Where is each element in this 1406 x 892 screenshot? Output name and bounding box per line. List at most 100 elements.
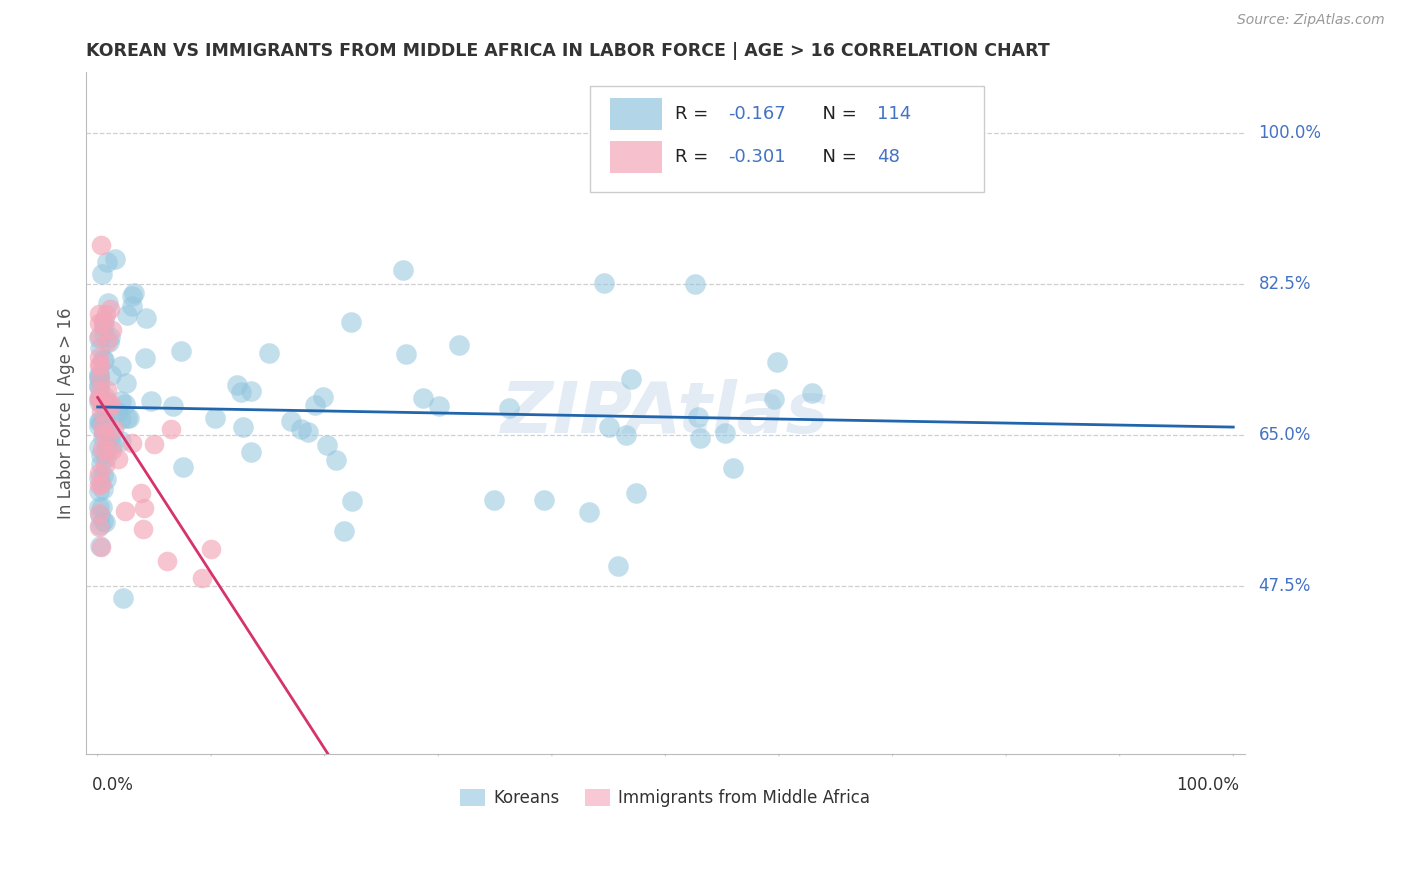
Point (91, 352, 114, 367)
Point (686, 409, 709, 424)
Point (118, 410, 141, 425)
Point (98, 330, 121, 344)
Point (239, 445, 262, 459)
Point (801, 385, 824, 400)
Text: -0.167: -0.167 (728, 105, 786, 123)
Point (98, 430, 121, 444)
Point (172, 460, 194, 475)
Point (100, 322, 122, 336)
Point (90, 477, 112, 491)
Point (449, 338, 471, 352)
FancyBboxPatch shape (610, 97, 662, 130)
Point (87, 418, 110, 433)
Text: 65.0%: 65.0% (1258, 425, 1310, 444)
Point (226, 377, 249, 392)
Point (89, 368, 111, 383)
Point (606, 559, 628, 574)
Point (498, 401, 520, 416)
Point (87, 368, 110, 382)
Point (766, 355, 789, 369)
Text: N =: N = (811, 148, 863, 166)
Point (87, 308, 110, 322)
Point (257, 345, 280, 359)
Point (104, 252, 127, 266)
Point (169, 343, 191, 358)
Point (93, 319, 115, 334)
Point (685, 277, 707, 292)
Point (98, 405, 121, 419)
Point (93, 468, 115, 483)
Point (103, 422, 125, 436)
Point (395, 347, 418, 361)
Point (325, 453, 347, 467)
Point (93, 482, 115, 496)
Point (87, 394, 110, 409)
Point (115, 308, 138, 322)
Point (229, 385, 252, 400)
Point (312, 391, 335, 405)
Point (87, 372, 110, 386)
Point (619, 371, 641, 385)
Point (87, 331, 110, 345)
Point (98, 401, 121, 415)
Point (204, 410, 226, 425)
Point (297, 425, 319, 439)
FancyBboxPatch shape (610, 141, 662, 173)
Point (134, 351, 156, 365)
Text: R =: R = (675, 105, 714, 123)
Point (90, 404, 112, 418)
Point (89, 392, 111, 406)
Text: KOREAN VS IMMIGRANTS FROM MIDDLE AFRICA IN LABOR FORCE | AGE > 16 CORRELATION CH: KOREAN VS IMMIGRANTS FROM MIDDLE AFRICA … (86, 42, 1050, 60)
Point (89, 392, 111, 406)
Point (156, 554, 179, 568)
Point (87, 506, 110, 520)
Point (87, 414, 110, 428)
Point (89, 371, 111, 385)
Point (94, 442, 117, 457)
Point (90, 395, 112, 409)
Point (96, 394, 118, 409)
Text: 0.0%: 0.0% (91, 776, 134, 794)
Point (191, 571, 214, 585)
Point (94, 414, 117, 428)
Point (115, 411, 138, 425)
Point (339, 315, 361, 329)
Point (89, 518, 111, 533)
Point (763, 392, 786, 406)
Point (121, 288, 143, 302)
Point (304, 399, 326, 413)
Point (90, 457, 112, 471)
Point (91, 500, 114, 514)
Point (89, 391, 111, 405)
Text: N =: N = (811, 105, 863, 123)
Point (87, 392, 110, 406)
Point (87, 350, 110, 364)
Point (87, 466, 110, 480)
Point (96, 255, 118, 269)
Point (94, 450, 117, 464)
Point (90, 238, 112, 252)
Point (101, 442, 124, 457)
Point (96, 472, 118, 486)
Point (87, 377, 110, 392)
Point (598, 420, 620, 434)
Text: -0.301: -0.301 (728, 148, 786, 166)
Point (626, 485, 648, 500)
Point (90, 448, 112, 462)
Point (96, 442, 118, 456)
Legend: Koreans, Immigrants from Middle Africa: Koreans, Immigrants from Middle Africa (454, 782, 877, 814)
Point (91, 431, 114, 445)
Point (93, 313, 115, 327)
Point (159, 422, 181, 436)
Text: Source: ZipAtlas.com: Source: ZipAtlas.com (1237, 13, 1385, 28)
Point (110, 393, 132, 408)
Point (316, 438, 339, 452)
Point (89, 358, 111, 372)
Point (107, 452, 129, 467)
Point (290, 422, 312, 436)
Point (96, 396, 118, 410)
Text: 82.5%: 82.5% (1258, 275, 1310, 293)
Point (90, 394, 112, 409)
Text: ZIPAtlas: ZIPAtlas (501, 379, 830, 448)
Point (96, 334, 118, 349)
